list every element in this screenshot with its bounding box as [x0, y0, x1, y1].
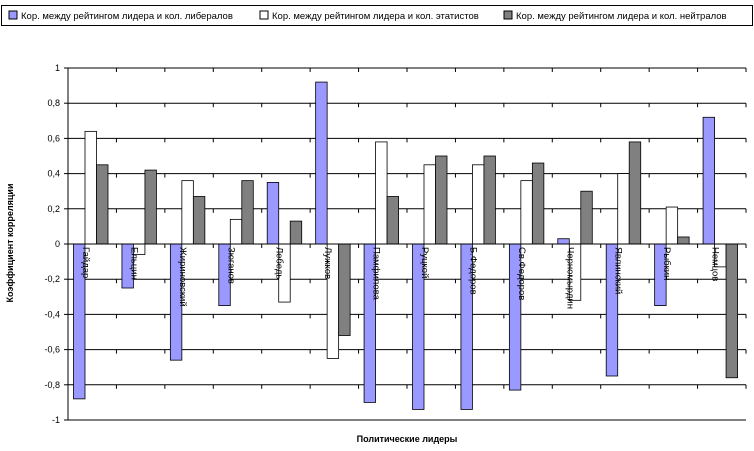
category-label: Б.Федоров: [467, 247, 478, 295]
bar: [580, 190, 593, 245]
y-tick-label: 1: [55, 63, 60, 73]
category-label: Ельцин: [128, 247, 139, 280]
category-label: Зюганов: [225, 247, 236, 284]
category-label: Лебедь: [274, 247, 285, 279]
category-label: Руцкой: [419, 247, 430, 278]
y-tick-label: -0,6: [44, 345, 60, 355]
y-axis-title: Коэффициент корреляции: [5, 184, 15, 303]
y-tick-label: -0,2: [44, 274, 60, 284]
legend-swatch: [503, 10, 513, 20]
bar: [725, 243, 738, 379]
category-label: Жириновский: [177, 247, 188, 307]
bar: [266, 181, 280, 245]
category-label: Памфилова: [371, 247, 382, 301]
bar: [472, 164, 485, 245]
legend: Кор. между рейтингом лидера и кол. либер…: [1, 5, 753, 26]
legend-swatch: [259, 10, 269, 20]
bar: [96, 164, 109, 245]
bar: [617, 173, 630, 245]
bar: [289, 220, 303, 245]
bar: [181, 180, 194, 245]
legend-box: [1, 5, 753, 26]
y-tick-label: 0,6: [47, 133, 60, 143]
category-label: Гайдар: [80, 247, 91, 278]
bar: [192, 196, 206, 245]
y-tick-label: -0,4: [44, 309, 60, 319]
bar: [375, 141, 388, 245]
bar: [423, 164, 436, 245]
y-axis: -1 -0,8 -0,6 -0,4 -0,2 0 0,2 0,4 0,6 0,8 1: [44, 63, 746, 425]
bar: [702, 116, 715, 245]
legend-swatch: [8, 10, 18, 20]
bar: [557, 238, 570, 245]
bar: [435, 155, 448, 245]
bar: [386, 196, 399, 245]
bar: [241, 180, 254, 245]
category-label: Немцов: [710, 247, 721, 281]
bars: [73, 81, 738, 410]
legend-entry: Кор. между рейтингом лидера и кол. этати…: [272, 11, 479, 22]
bar: [84, 130, 97, 245]
bar: [628, 141, 642, 245]
y-tick-label: 0,4: [47, 169, 60, 179]
legend-entry: Кор. между рейтингом лидера и кол. нейтр…: [516, 11, 727, 22]
category-label: Черномырдин: [564, 247, 575, 309]
category-tick-marks: [115, 68, 747, 389]
category-label: Рыбкин: [661, 247, 672, 280]
category-label: Явлинский: [613, 247, 624, 294]
bar: [229, 218, 243, 245]
bar: [665, 206, 679, 245]
x-axis-title: Политические лидеры: [357, 434, 458, 444]
y-tick-label: 0: [55, 239, 60, 249]
category-labels: Гайдар Ельцин Жириновский Зюганов Лебедь Лужк…: [80, 247, 721, 309]
category-label: Лужков: [322, 247, 333, 279]
y-tick-label: -0,8: [44, 380, 60, 390]
bar: [483, 155, 496, 245]
y-tick-label: -1: [52, 415, 60, 425]
bar: [531, 162, 545, 245]
bar: [315, 81, 328, 245]
category-label: Св.Федоров: [516, 247, 527, 300]
y-tick-label: 0,2: [47, 204, 60, 214]
legend-entry: Кор. между рейтингом лидера и кол. либер…: [21, 11, 233, 22]
y-tick-label: 0,8: [47, 98, 60, 108]
bar: [338, 243, 351, 336]
bar: [520, 180, 533, 245]
bar: [144, 169, 157, 245]
bar: [677, 236, 690, 245]
